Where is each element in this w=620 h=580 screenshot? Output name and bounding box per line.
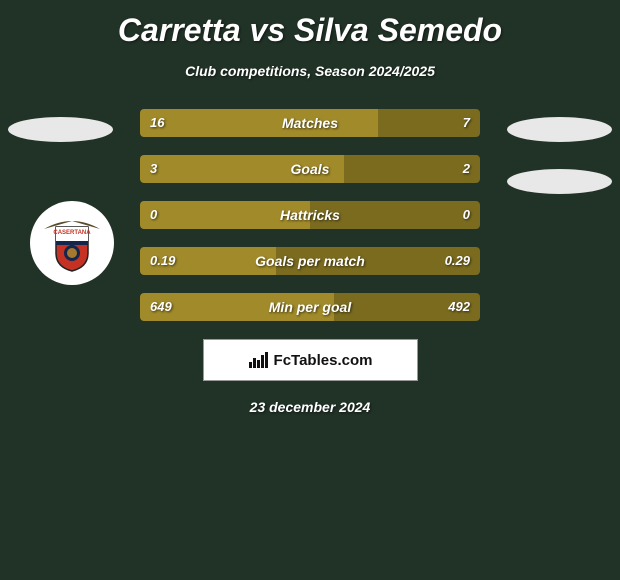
bar-fill-left — [140, 109, 378, 137]
bar-fill-right — [310, 201, 480, 229]
stat-bars: Matches167 Goals32 Hattricks00 Goals per ma… — [140, 109, 480, 321]
footer-brand-box: FcTables.com — [203, 339, 418, 381]
club-crest: CASERTANA — [30, 201, 114, 285]
stat-bar: Hattricks00 — [140, 201, 480, 229]
svg-text:CASERTANA: CASERTANA — [53, 230, 91, 236]
crest-icon: CASERTANA — [40, 211, 104, 275]
comparison-content: CASERTANA Matches167 Goals32 Hattricks00 Go… — [0, 109, 620, 415]
stat-bar: Min per goal649492 — [140, 293, 480, 321]
bar-fill-left — [140, 201, 310, 229]
bar-fill-right — [378, 109, 480, 137]
right-team-badge-placeholder-2 — [507, 169, 612, 194]
right-team-badge-placeholder-1 — [507, 117, 612, 142]
bars-icon — [248, 352, 268, 368]
stat-bar: Goals per match0.190.29 — [140, 247, 480, 275]
left-team-badge-placeholder — [8, 117, 113, 142]
stat-bar: Matches167 — [140, 109, 480, 137]
stat-bar: Goals32 — [140, 155, 480, 183]
subtitle: Club competitions, Season 2024/2025 — [0, 63, 620, 79]
bar-fill-left — [140, 293, 334, 321]
bar-fill-left — [140, 155, 344, 183]
footer-brand-text: FcTables.com — [274, 352, 373, 369]
bar-fill-left — [140, 247, 276, 275]
bar-fill-right — [344, 155, 480, 183]
bar-fill-right — [334, 293, 480, 321]
bar-fill-right — [276, 247, 480, 275]
page-title: Carretta vs Silva Semedo — [0, 0, 620, 49]
date-text: 23 december 2024 — [0, 399, 620, 415]
